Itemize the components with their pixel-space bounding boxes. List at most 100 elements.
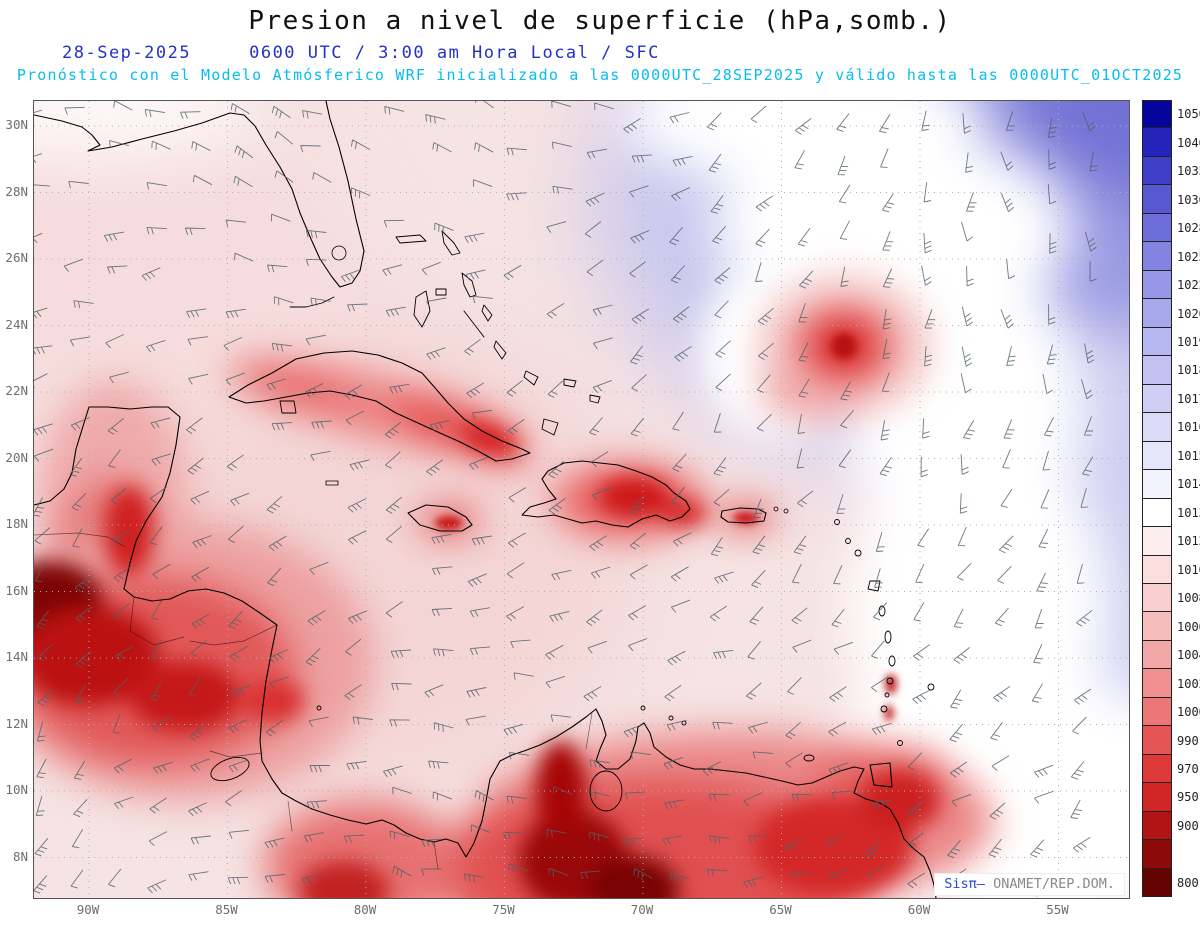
colorbar-value: 1013 [1177,505,1200,520]
colorbar-swatch [1142,441,1172,471]
colorbar-swatch [1142,100,1172,129]
lon-label: 85W [215,902,238,917]
lake-nicaragua [210,756,250,782]
colorbar-value: 1028 [1177,221,1200,236]
coast-florida-keys [289,296,335,308]
coast-trinidad [869,762,893,788]
colorbar-segment: 1025 [1142,242,1200,271]
colorbar-swatch [1142,156,1172,186]
lat-label: 8N [12,848,28,864]
colorbar-value: 1025 [1177,249,1200,264]
colorbar-segment: 1008 [1142,583,1200,613]
colorbar-value: 1010 [1177,562,1200,577]
colorbar-swatch [1142,555,1172,584]
valid-time-line: 28-Sep-2025 0600 UTC / 3:00 am Hora Loca… [62,43,1200,63]
colorbar-value: 1018 [1177,363,1200,378]
colorbar-value: 1012 [1177,534,1200,549]
colorbar-value: 1019 [1177,334,1200,349]
lat-label: 10N [5,782,28,797]
colorbar-value: 1015 [1177,448,1200,463]
coast-mainland [34,406,937,898]
colorbar-swatch [1142,612,1172,641]
colorbar-value: 1002 [1177,676,1200,691]
lon-label: 90W [76,902,100,917]
colorbar-swatch [1142,754,1172,784]
lon-label: 65W [769,902,792,917]
coast-bahamas [395,230,601,436]
colorbar-value: 1000 [1177,705,1200,720]
colorbar-value: 990 [1177,733,1199,748]
pressure-colorbar: 1050 1040 1035 1030 1028 1025 1022 1020 1019 1018… [1142,100,1200,898]
colorbar-swatch [1142,498,1172,528]
colorbar-segment: 1028 [1142,213,1200,243]
colorbar-value: 1050 [1177,107,1200,122]
colorbar-segment: 1006 [1142,612,1200,641]
colorbar-segment: 990 [1142,726,1200,755]
colorbar-swatch [1142,185,1172,214]
colorbar-value: 1020 [1177,306,1200,321]
colorbar-value: 1004 [1177,648,1200,663]
lon-label: 70W [630,902,654,917]
colorbar-value: 1016 [1177,420,1200,435]
lake-maracaibo [589,770,623,812]
watermark: Sisπ– ONAMET/REP.DOM. [934,873,1125,896]
lake-okeechobee [331,245,347,261]
lon-label: 80W [353,902,377,917]
lat-label: 14N [5,649,28,664]
colorbar-value: 1008 [1177,591,1200,606]
colorbar-segment: 950 [1142,783,1200,812]
colorbar-segment: 800 [1142,868,1200,898]
colorbar-swatch [1142,726,1172,755]
lon-label: 55W [1046,902,1069,917]
coastlines-layer [34,101,937,898]
lon-label: 75W [492,902,515,917]
colorbar-segment: 1035 [1142,156,1200,186]
colorbar-segment: 1017 [1142,384,1200,414]
colorbar-swatch [1142,213,1172,243]
watermark-brand: Sisπ [944,876,977,892]
colorbar-segment: 1015 [1142,441,1200,471]
colorbar-value: 1030 [1177,192,1200,207]
colorbar-segment: 1000 [1142,697,1200,727]
lat-label: 16N [5,582,28,598]
colorbar-value: 800 [1177,875,1199,890]
colorbar-value: 1014 [1177,477,1200,492]
colorbar-segment: 1002 [1142,669,1200,698]
colorbar-segment: 1019 [1142,327,1200,357]
colorbar-segment: 1030 [1142,185,1200,214]
colorbar-swatch [1142,527,1172,556]
lat-label: 30N [5,117,28,132]
lat-label: 24N [5,316,28,332]
colorbar-segment: 1014 [1142,470,1200,499]
lat-label: 22N [5,383,28,398]
colorbar-segment: 1016 [1142,413,1200,442]
colorbar-value: 1040 [1177,135,1200,150]
time-label: 0600 UTC / 3:00 am Hora Local / SFC [249,43,660,63]
watermark-separator: – [976,876,985,892]
colorbar-swatch [1142,327,1172,357]
latitude-axis: 30N 28N 26N 24N 22N 20N 18N 16N 14N 12N 10N 8N [0,100,31,897]
colorbar-swatch [1142,356,1172,385]
colorbar-swatch [1142,868,1172,898]
lat-label: 20N [5,449,28,465]
colorbar-swatch [1142,299,1172,328]
map-plot-area: Sisπ– ONAMET/REP.DOM. [33,100,1130,899]
coast-lesser-antilles [316,519,935,762]
coast-cayman [325,480,339,486]
colorbar-segment: 970 [1142,754,1200,784]
colorbar-swatch [1142,783,1172,812]
coast-puerto-rico [720,507,767,524]
coast-florida [34,101,365,288]
colorbar-segment: 1040 [1142,128,1200,157]
colorbar-swatch [1142,669,1172,698]
colorbar-value: 1035 [1177,164,1200,179]
colorbar-swatch [1142,470,1172,499]
colorbar-swatch [1142,697,1172,727]
watermark-org: ONAMET/REP.DOM. [993,876,1115,892]
coast-hispaniola [521,460,691,528]
colorbar-swatch [1142,811,1172,841]
coast-isla-juventud [279,400,297,414]
colorbar-value: 1006 [1177,619,1200,634]
pressure-map-svg [34,101,1129,898]
